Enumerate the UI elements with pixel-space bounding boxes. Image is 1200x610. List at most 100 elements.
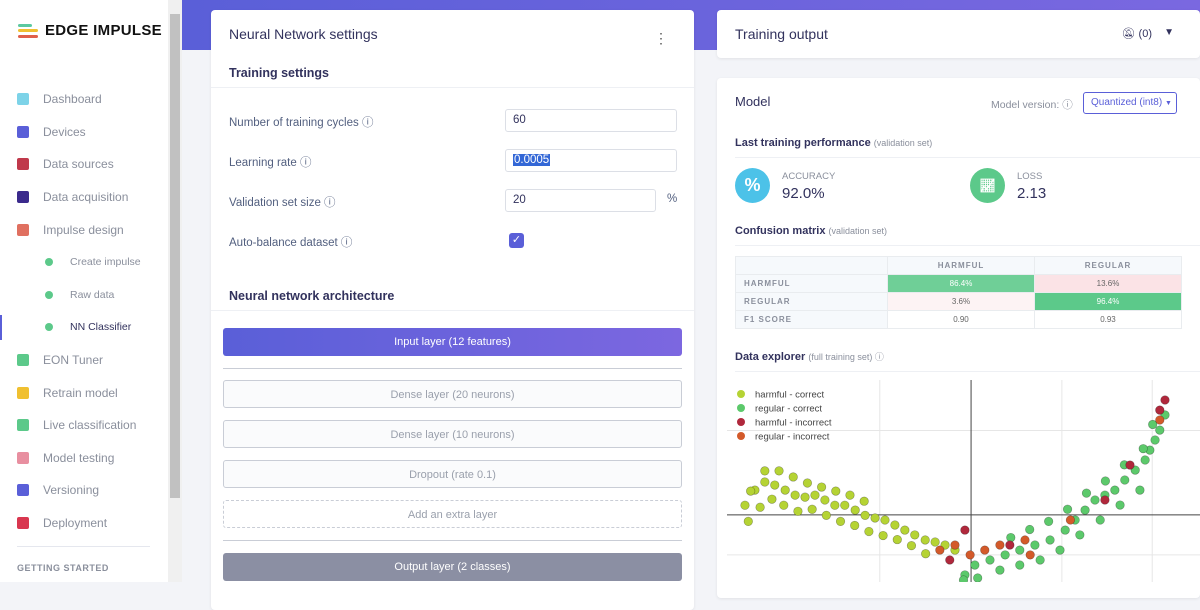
sidebar-item-label: Impulse design: [43, 222, 124, 237]
sidebar-item-eon-tuner[interactable]: EON Tuner: [0, 344, 168, 377]
corner-cell: [735, 256, 888, 275]
more-menu-icon[interactable]: ⋮: [654, 30, 668, 46]
sidebar-item-deployment[interactable]: Deployment: [0, 507, 168, 540]
column-header: HARMFUL: [887, 256, 1035, 275]
data-point-harmful-correct: [830, 500, 840, 510]
sidebar-item-retrain-model[interactable]: Retrain model: [0, 376, 168, 409]
sidebar-item-label: Deployment: [43, 516, 108, 531]
card-title: Neural Network settings: [229, 26, 378, 42]
sidebar-nav: Dashboard Devices Data sources Data acquisi…: [0, 83, 168, 539]
sidebar-item-impulse-design[interactable]: Impulse design: [0, 213, 168, 246]
percent-icon: %: [735, 168, 770, 203]
sidebar-item-create-impulse[interactable]: Create impulse: [0, 246, 168, 279]
notifications-toggle[interactable]: 🔕︎ (0): [1122, 27, 1152, 40]
scrollbar-thumb[interactable]: [170, 14, 180, 498]
sidebar-item-data-sources[interactable]: Data sources: [0, 148, 168, 181]
architecture-title: Neural network architecture: [211, 281, 694, 311]
data-point-harmful-incorrect: [1005, 540, 1015, 550]
data-point-regular-correct: [1015, 560, 1025, 570]
sidebar-item-raw-data[interactable]: Raw data: [0, 279, 168, 312]
data-point-harmful-correct: [831, 486, 841, 496]
legend-label: regular - correct: [755, 404, 822, 415]
add-layer-button[interactable]: Add an extra layer: [223, 500, 682, 528]
learning-rate-value: 0.0005: [513, 154, 551, 166]
data-point-harmful-correct: [860, 510, 870, 520]
data-point-regular-incorrect: [995, 540, 1005, 550]
data-point-harmful-correct: [840, 500, 850, 510]
data-point-harmful-correct: [920, 535, 930, 545]
output-layer[interactable]: Output layer (2 classes): [223, 553, 682, 581]
data-point-regular-correct: [1060, 525, 1070, 535]
data-point-regular-correct: [1062, 504, 1073, 514]
de-note: (full training set) ⓘ: [808, 352, 884, 362]
sidebar-item-label: Versioning: [43, 483, 100, 498]
sidebar-item-data-acquisition[interactable]: Data acquisition: [0, 181, 168, 214]
data-point-regular-correct: [1090, 495, 1100, 505]
sidebar-item-dashboard[interactable]: Dashboard: [0, 83, 168, 116]
sidebar-item-live-classification[interactable]: Live classification: [0, 409, 168, 442]
wand-icon: [17, 158, 29, 171]
data-point-harmful-correct: [793, 506, 803, 516]
data-point-harmful-correct: [880, 515, 890, 525]
data-point-regular-correct: [1030, 540, 1040, 550]
data-point-regular-correct: [973, 573, 983, 582]
data-point-harmful-correct: [859, 496, 869, 506]
dense-layer-1[interactable]: Dense layer (20 neurons): [223, 380, 682, 408]
collapse-chevron-icon[interactable]: ▼: [1164, 27, 1174, 38]
training-output-card: Training output 🔕︎ (0) ▼: [717, 10, 1200, 58]
cm-cell: 86.4%: [887, 274, 1035, 293]
cm-cell: 0.90: [887, 310, 1035, 329]
cycles-input[interactable]: 60: [505, 109, 677, 132]
sidebar-item-label: Devices: [43, 124, 86, 139]
legend-label: regular - incorrect: [755, 432, 830, 443]
database-icon: [17, 191, 29, 204]
accuracy-label: ACCURACY: [782, 171, 836, 182]
clipboard-icon: [17, 451, 29, 464]
table-row: F1 SCORE 0.90 0.93: [735, 310, 1183, 329]
data-point-regular-correct: [1095, 515, 1105, 525]
validation-size-input[interactable]: 20: [505, 189, 656, 212]
data-explorer-scatter[interactable]: harmful - correct regular - correct harmfu…: [727, 380, 1200, 582]
training-settings-title: Training settings: [211, 58, 694, 88]
data-point-harmful-correct: [820, 495, 830, 505]
data-point-regular-correct: [1015, 545, 1025, 555]
row-label: HARMFUL: [735, 274, 888, 293]
legend-marker: [737, 390, 745, 398]
nn-settings-card: Neural Network settings ⋮ Training setti…: [211, 10, 694, 610]
data-point-regular-incorrect: [950, 540, 960, 550]
data-point-regular-correct: [1045, 535, 1055, 545]
logo[interactable]: EDGE IMPULSE: [18, 22, 162, 39]
input-layer[interactable]: Input layer (12 features): [223, 328, 682, 356]
confusion-matrix-title: Confusion matrix (validation set): [735, 225, 1200, 246]
data-point-regular-correct: [1155, 425, 1165, 435]
dense-layer-2[interactable]: Dense layer (10 neurons): [223, 420, 682, 448]
sidebar-item-devices[interactable]: Devices: [0, 116, 168, 149]
data-point-harmful-correct: [892, 534, 902, 545]
sidebar-item-nn-classifier[interactable]: NN Classifier: [0, 311, 168, 344]
data-point-regular-incorrect: [965, 550, 975, 560]
model-version-select[interactable]: Quantized (int8) ▼: [1083, 92, 1177, 114]
chart-icon: 📈︎: [970, 168, 1005, 203]
data-point-harmful-correct: [845, 490, 855, 500]
data-point-harmful-correct: [800, 492, 810, 502]
data-point-regular-correct: [1115, 500, 1125, 510]
de-title-text: Data explorer: [735, 351, 806, 363]
dropout-layer[interactable]: Dropout (rate 0.1): [223, 460, 682, 488]
cycles-label: Number of training cycles ⓘ: [229, 117, 374, 129]
data-point-regular-correct: [1075, 530, 1085, 540]
sidebar-item-label: Data acquisition: [43, 190, 129, 205]
data-point-harmful-correct: [906, 541, 917, 551]
sidebar-item-versioning[interactable]: Versioning: [0, 474, 168, 507]
data-point-regular-correct: [1140, 455, 1150, 465]
data-point-harmful-correct: [870, 513, 880, 523]
learning-rate-input[interactable]: 0.0005: [505, 149, 677, 172]
sidebar-item-model-testing[interactable]: Model testing: [0, 442, 168, 475]
shuffle-icon: [17, 386, 29, 399]
data-point-regular-correct: [1120, 475, 1130, 485]
data-point-harmful-correct: [780, 485, 790, 495]
data-point-harmful-incorrect: [960, 525, 970, 535]
legend-marker: [737, 432, 745, 440]
data-point-regular-correct: [1080, 505, 1090, 515]
sidebar-scrollbar[interactable]: [168, 0, 182, 582]
auto-balance-checkbox[interactable]: ✓: [509, 233, 524, 248]
